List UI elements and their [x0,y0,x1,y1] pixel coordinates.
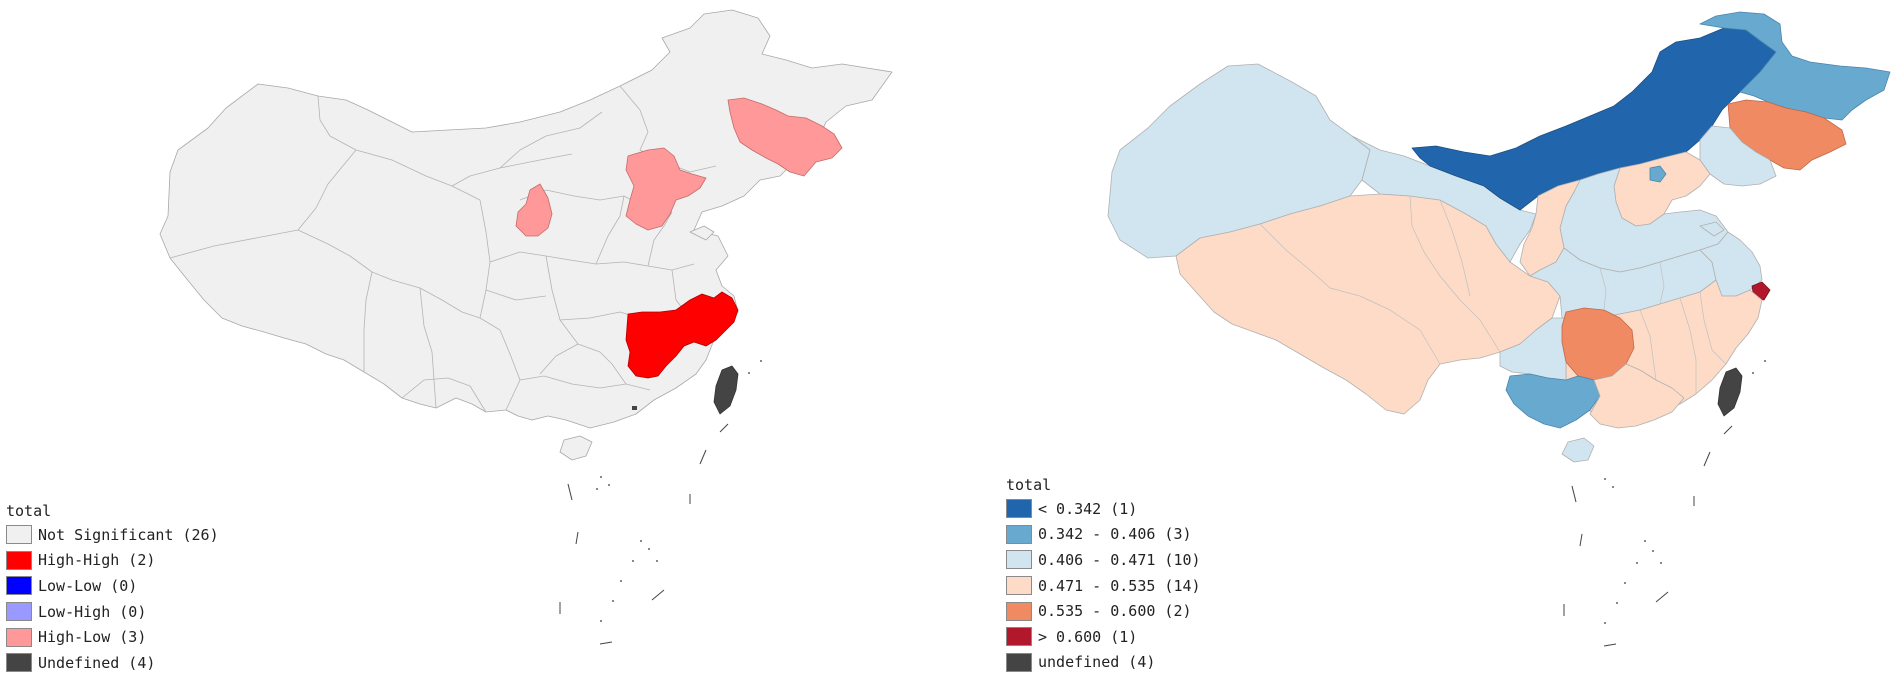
islands-left [596,360,762,622]
legend-label: 0.406 - 0.471 (10) [1038,550,1201,569]
legend-item-high-low: High-Low (3) [6,624,219,650]
legend-item-low-high: Low-High (0) [6,599,219,625]
taiwan-undefined-left [713,365,739,415]
dashed-line-right [1563,425,1733,647]
legend-swatch [1006,576,1032,596]
legend-item-class-2: 0.342 - 0.406 (3) [1006,522,1201,548]
legend-item-class-4: 0.471 - 0.535 (14) [1006,573,1201,599]
legend-swatch [6,653,32,673]
dashed-line-left [559,423,729,645]
legend-label: 0.471 - 0.535 (14) [1038,576,1201,595]
legend-title: total [6,502,52,520]
legend-item-undefined: undefined (4) [1006,650,1201,676]
quantile-legend: total < 0.342 (1) 0.342 - 0.406 (3) 0.40… [1006,474,1201,675]
province-borders-right [1259,195,1727,394]
bohai-coast-left [689,225,715,241]
legend-label: > 0.600 (1) [1038,627,1138,646]
ningxia-highlow [515,183,553,237]
legend-swatch [1006,627,1032,647]
legend-swatch [6,602,32,622]
legend-swatch [6,550,32,570]
beijing-tianjin-hebei-highlow [625,147,707,231]
jiangxi-zhejiang-highhigh [625,291,739,379]
hainan-right [1561,437,1595,463]
legend-label: Not Significant (26) [38,525,219,544]
legend-item-class-5: 0.535 - 0.600 (2) [1006,598,1201,624]
legend-swatch [6,627,32,647]
legend-item-low-low: Low-Low (0) [6,573,219,599]
legend-label: Undefined (4) [38,653,156,672]
legend-swatch [1006,601,1032,621]
legend-label: 0.535 - 0.600 (2) [1038,602,1192,621]
legend-label: High-Low (3) [38,628,147,647]
legend-item-class-6: > 0.600 (1) [1006,624,1201,650]
legend-label: High-High (2) [38,551,156,570]
legend-item-not-significant: Not Significant (26) [6,522,219,548]
legend-swatch [6,525,32,545]
hainan-left [559,435,593,461]
legend-item-class-3: 0.406 - 0.471 (10) [1006,547,1201,573]
legend-swatch [1006,524,1032,544]
lisa-legend: total Not Significant (26) High-High (2)… [6,500,219,676]
islands-right [1604,360,1766,624]
bohai-coast-right [1699,221,1725,237]
guangdong [1589,363,1685,429]
beijing [1649,165,1667,183]
legend-item-undefined: Undefined (4) [6,650,219,676]
legend-label: < 0.342 (1) [1038,499,1138,518]
heilongjiang [1699,11,1891,121]
legend-swatch [1006,499,1032,519]
taiwan-undefined-right [1717,367,1743,417]
legend-title: total [1006,476,1052,494]
quantile-map [1107,11,1891,647]
lisa-cluster-map [159,9,893,645]
legend-label: undefined (4) [1038,653,1156,672]
heilongjiang-jilin-highlow [727,97,843,177]
legend-item-class-1: < 0.342 (1) [1006,496,1201,522]
legend-label: 0.342 - 0.406 (3) [1038,525,1192,544]
legend-swatch [6,576,32,596]
legend-swatch [1006,550,1032,570]
legend-swatch [1006,652,1032,672]
legend-label: Low-High (0) [38,602,147,621]
legend-item-high-high: High-High (2) [6,548,219,574]
legend-label: Low-Low (0) [38,576,138,595]
guangxi [1505,373,1601,429]
